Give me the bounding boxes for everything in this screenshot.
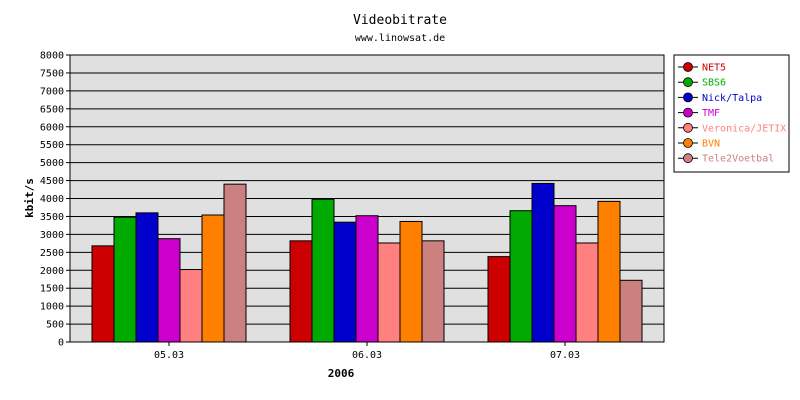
y-tick-label: 2000 [40, 266, 64, 277]
x-tick-label: 07.03 [550, 350, 580, 361]
y-tick-label: 500 [46, 320, 64, 331]
bar-sbs6-06-03 [311, 198, 335, 343]
bar-veronica-jetix-06-03 [377, 242, 401, 343]
legend-box [673, 54, 790, 173]
legend-label: Veronica/JETIX [702, 123, 786, 134]
y-axis-ticks: 0 500 1000 1500 2000 2500 3000 3500 4000 4500 5000… [40, 51, 70, 349]
bars [91, 182, 643, 343]
bar-tele2voetbal-06-03 [421, 240, 445, 343]
y-tick-label: 7500 [40, 68, 64, 79]
legend-marker [683, 138, 693, 148]
y-tick-label: 3000 [40, 230, 64, 241]
bar-veronica-jetix-05-03 [179, 269, 203, 343]
bar-tele2voetbal-05-03 [223, 183, 247, 343]
bar-tmf-05-03 [157, 238, 181, 343]
x-axis-ticks: 05.03 06.03 07.03 [154, 342, 580, 361]
bar-tmf-06-03 [355, 215, 379, 343]
x-tick-label: 06.03 [352, 350, 382, 361]
y-tick-label: 5000 [40, 158, 64, 169]
bar-net5-07-03 [487, 256, 511, 343]
y-tick-label: 3500 [40, 212, 64, 223]
legend-marker [683, 153, 693, 164]
legend-label: NET5 [702, 63, 726, 74]
y-tick-label: 7000 [40, 86, 64, 97]
legend-marker [683, 62, 693, 72]
legend: NET5 SBS6 Nick/Talpa TMF Veronica/JETIX BVN Te… [673, 54, 790, 173]
bar-net5-06-03 [289, 240, 313, 343]
bar-bvn-05-03 [201, 214, 225, 343]
bar-nick-talpa-07-03 [531, 182, 555, 343]
chart-title: Videobitrate [353, 13, 447, 28]
x-tick-label: 05.03 [154, 350, 184, 361]
chart-subtitle: www.linowsat.de [355, 33, 445, 44]
bar-bvn-06-03 [399, 220, 423, 343]
y-axis-label: kbit/s [23, 178, 36, 218]
y-tick-label: 1000 [40, 302, 64, 313]
y-tick-label: 1500 [40, 284, 64, 295]
y-tick-label: 4500 [40, 176, 64, 187]
x-axis-label: 2006 [328, 367, 355, 380]
bar-tele2voetbal-07-03 [619, 279, 643, 343]
legend-label: BVN [702, 139, 720, 150]
legend-label: Tele2Voetbal [702, 154, 774, 165]
bar-sbs6-05-03 [113, 216, 137, 343]
y-tick-label: 6000 [40, 122, 64, 133]
y-tick-label: 5500 [40, 140, 64, 151]
legend-marker [683, 107, 693, 118]
bar-veronica-jetix-07-03 [575, 242, 599, 343]
bar-nick-talpa-05-03 [135, 212, 159, 343]
legend-label: SBS6 [702, 78, 726, 89]
y-tick-label: 4000 [40, 194, 64, 205]
bar-nick-talpa-06-03 [333, 221, 357, 343]
y-tick-label: 8000 [40, 51, 64, 62]
legend-marker [683, 122, 693, 133]
bar-sbs6-07-03 [509, 210, 533, 343]
y-tick-label: 2500 [40, 248, 64, 259]
bar-bvn-07-03 [597, 200, 621, 343]
legend-label: TMF [702, 108, 720, 119]
legend-label: Nick/Talpa [702, 93, 762, 104]
bar-tmf-07-03 [553, 205, 577, 343]
bar-net5-05-03 [91, 245, 115, 343]
legend-marker [683, 92, 693, 103]
y-tick-label: 0 [58, 338, 64, 349]
y-tick-label: 6500 [40, 104, 64, 115]
legend-marker [683, 77, 693, 88]
